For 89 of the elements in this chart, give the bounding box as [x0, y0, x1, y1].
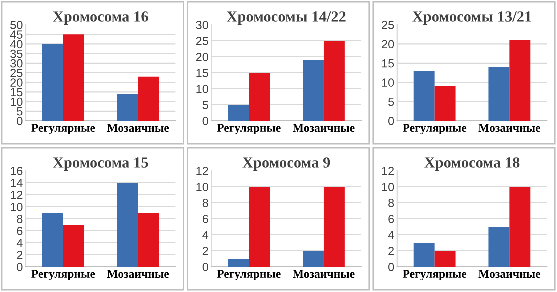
- x-tick-label: Регулярные: [32, 124, 96, 134]
- y-tick-label: 50: [10, 21, 23, 30]
- y-tick-label: 8: [17, 215, 23, 224]
- y-tick-label: 14: [10, 179, 23, 188]
- y-tick-label: 15: [10, 88, 23, 97]
- bar: [228, 259, 250, 267]
- y-tick-label: 10: [10, 203, 23, 212]
- x-tick-label: Мозаичные: [293, 270, 355, 278]
- y-tick-label: 5: [202, 101, 208, 110]
- y-tick-label: 6: [17, 227, 23, 236]
- y-tick-label: 6: [388, 215, 394, 224]
- y-tick-label: 8: [202, 199, 208, 208]
- y-tick-label: 5: [388, 98, 394, 106]
- x-tick-label: Регулярные: [402, 270, 467, 280]
- y-tick-label: 0: [202, 117, 208, 126]
- x-tick-label: Мозаичные: [107, 270, 170, 278]
- bar: [42, 213, 64, 267]
- y-tick-label: 15: [382, 60, 394, 68]
- y-tick-label: 12: [382, 167, 394, 176]
- x-tick-label: Мозаичные: [478, 124, 540, 132]
- y-tick-label: 45: [10, 30, 23, 39]
- bar: [414, 71, 435, 121]
- chart-title: Хромосома 16: [53, 12, 148, 25]
- y-tick-label: 0: [17, 263, 23, 272]
- x-tick-label: Мозаичные: [293, 124, 355, 132]
- bar: [510, 40, 531, 121]
- bar: [414, 243, 435, 267]
- y-tick-label: 0: [388, 117, 394, 126]
- bar: [488, 227, 510, 267]
- bar: [324, 41, 345, 121]
- y-tick-label: 4: [388, 231, 394, 240]
- bar: [434, 86, 456, 121]
- y-tick-label: 12: [10, 191, 23, 200]
- bar: [249, 187, 270, 267]
- x-tick-label: Мозаичные: [107, 124, 170, 132]
- y-tick-label: 8: [388, 199, 394, 208]
- y-tick-label: 30: [10, 59, 23, 68]
- y-tick-label: 20: [10, 78, 23, 87]
- bar: [303, 60, 324, 121]
- chart-title: Хромосома 18: [424, 158, 520, 171]
- y-tick-label: 20: [382, 40, 394, 49]
- bar: [42, 44, 64, 121]
- bar: [138, 213, 160, 267]
- y-tick-label: 16: [10, 167, 23, 176]
- x-tick-label: Регулярные: [217, 124, 281, 134]
- bar: [138, 76, 160, 121]
- y-tick-label: 10: [382, 78, 394, 87]
- bar: [324, 187, 345, 267]
- x-tick-label: Регулярные: [402, 124, 467, 134]
- bar: [63, 225, 84, 267]
- chart-title: Хромосомы 14/22: [226, 12, 346, 25]
- y-tick-label: 35: [10, 50, 23, 58]
- y-tick-label: 15: [196, 69, 208, 78]
- x-tick-label: Мозаичные: [478, 270, 540, 278]
- y-tick-label: 2: [388, 247, 394, 256]
- y-tick-label: 30: [196, 21, 208, 30]
- chart-title: Хромосома 9: [242, 158, 330, 171]
- chart-title: Хромосомы 13/21: [412, 12, 532, 25]
- bar: [117, 183, 138, 267]
- bar: [488, 67, 510, 121]
- y-tick-label: 2: [202, 247, 208, 256]
- y-tick-label: 10: [196, 85, 208, 94]
- y-tick-label: 20: [196, 53, 208, 62]
- bar: [303, 251, 324, 267]
- y-tick-label: 0: [388, 263, 394, 272]
- y-tick-label: 6: [202, 215, 208, 224]
- y-tick-label: 12: [196, 167, 208, 176]
- bar: [434, 251, 456, 267]
- y-tick-label: 5: [17, 108, 23, 116]
- y-tick-label: 25: [10, 69, 23, 78]
- y-tick-label: 25: [382, 21, 394, 30]
- y-tick-label: 10: [196, 183, 208, 192]
- y-tick-label: 4: [16, 239, 23, 248]
- bar: [228, 105, 250, 121]
- bar: [510, 187, 531, 267]
- x-tick-label: Регулярные: [32, 270, 96, 280]
- y-tick-label: 0: [202, 263, 208, 272]
- bar: [117, 94, 138, 121]
- y-tick-label: 25: [196, 37, 208, 46]
- x-tick-label: Регулярные: [217, 270, 281, 280]
- bar: [63, 34, 84, 121]
- bar: [249, 73, 270, 121]
- y-tick-label: 10: [382, 183, 394, 192]
- y-tick-label: 4: [202, 231, 209, 240]
- chart-title: Хромосома 15: [53, 158, 148, 171]
- y-tick-label: 10: [10, 98, 23, 106]
- y-tick-label: 2: [17, 251, 23, 260]
- y-tick-label: 0: [17, 117, 23, 126]
- y-tick-label: 40: [10, 40, 23, 49]
